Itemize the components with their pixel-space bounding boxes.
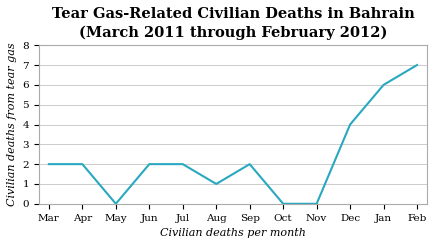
Y-axis label: Civilian deaths from tear gas: Civilian deaths from tear gas — [7, 43, 17, 206]
Title: Tear Gas-Related Civilian Deaths in Bahrain
(March 2011 through February 2012): Tear Gas-Related Civilian Deaths in Bahr… — [52, 7, 414, 40]
X-axis label: Civilian deaths per month: Civilian deaths per month — [160, 228, 305, 238]
